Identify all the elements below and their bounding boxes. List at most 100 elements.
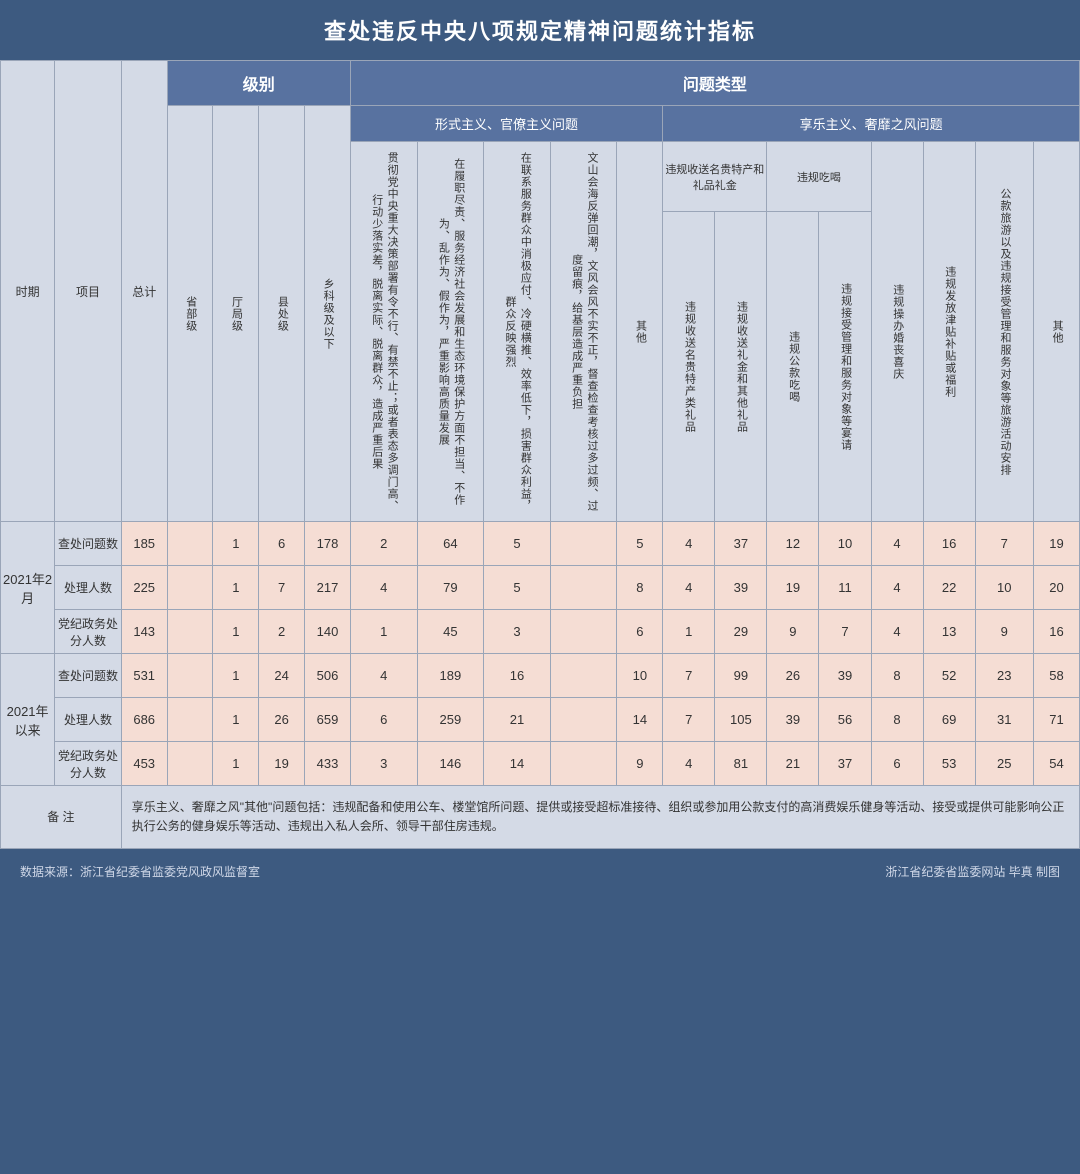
hdr-c5: 其他 [617,142,663,522]
data-cell: 259 [417,698,484,742]
data-cell: 81 [715,742,767,786]
data-cell [550,698,617,742]
data-cell: 11 [819,566,871,610]
hdr-c13: 其他 [1033,142,1079,522]
table-row: 处理人数225172174795843919114221020 [1,566,1080,610]
data-cell: 39 [819,654,871,698]
data-cell: 20 [1033,566,1079,610]
data-cell: 79 [417,566,484,610]
data-cell: 506 [305,654,351,698]
data-cell: 29 [715,610,767,654]
data-cell: 1 [213,610,259,654]
hdr-c1: 贯彻党中央重大决策部署有令不行、有禁不止；或者表态多调门高、行动少落实差，脱离实… [350,142,417,522]
hdr-item: 项目 [55,61,122,522]
data-cell: 16 [923,522,975,566]
data-cell: 4 [350,566,417,610]
footer-credit: 浙江省纪委省监委网站 毕真 制图 [885,863,1060,880]
data-cell: 7 [819,610,871,654]
data-cell: 189 [417,654,484,698]
hdr-lv-prov: 省部级 [167,106,213,522]
hdr-c11: 违规发放津贴补贴或福利 [923,142,975,522]
data-cell: 10 [617,654,663,698]
data-cell [167,742,213,786]
table-row: 2021年以来查处问题数5311245064189161079926398522… [1,654,1080,698]
hdr-gift-group: 违规收送名贵特产和礼品礼金 [663,142,767,212]
table-row: 党纪政务处分人数143121401453612997413916 [1,610,1080,654]
period-label: 2021年2月 [1,522,55,654]
data-cell: 6 [617,610,663,654]
row-name: 党纪政务处分人数 [55,742,122,786]
data-cell [167,654,213,698]
data-cell: 1 [213,566,259,610]
hdr-c6: 违规收送名贵特产类礼品 [663,212,715,522]
data-cell [550,522,617,566]
data-cell: 1 [213,522,259,566]
data-cell: 26 [767,654,819,698]
data-cell: 13 [923,610,975,654]
data-cell: 16 [1033,610,1079,654]
hdr-sub-formalism: 形式主义、官僚主义问题 [350,106,662,142]
data-cell: 8 [617,566,663,610]
data-cell: 10 [819,522,871,566]
data-cell: 9 [975,610,1033,654]
note-row: 备 注 享乐主义、奢靡之风"其他"问题包括：违规配备和使用公车、楼堂馆所问题、提… [1,786,1080,849]
data-cell: 19 [259,742,305,786]
data-cell: 39 [767,698,819,742]
table-row: 处理人数68612665962592114710539568693171 [1,698,1080,742]
data-cell: 4 [871,566,923,610]
data-cell: 453 [121,742,167,786]
data-cell: 56 [819,698,871,742]
data-cell: 686 [121,698,167,742]
data-cell: 21 [484,698,551,742]
data-cell: 10 [975,566,1033,610]
data-cell: 9 [767,610,819,654]
data-cell: 53 [923,742,975,786]
hdr-c4: 文山会海反弹回潮，文风会风不实不正，督查检查考核过多过频、过度留痕，给基层造成严… [550,142,617,522]
data-cell: 185 [121,522,167,566]
data-cell [167,566,213,610]
data-cell: 7 [663,654,715,698]
data-cell [550,566,617,610]
data-cell: 7 [259,566,305,610]
data-cell: 37 [715,522,767,566]
stats-table: 时期 项目 总计 级别 问题类型 省部级 厅局级 县处级 乡科级及以下 形式主义… [0,60,1080,849]
data-cell: 140 [305,610,351,654]
hdr-period: 时期 [1,61,55,522]
data-cell: 5 [617,522,663,566]
data-cell: 4 [663,742,715,786]
data-cell: 1 [213,742,259,786]
hdr-level-group: 级别 [167,61,350,106]
hdr-c12: 公款旅游以及违规接受管理和服务对象等旅游活动安排 [975,142,1033,522]
data-cell [167,610,213,654]
data-cell: 4 [871,522,923,566]
footer: 数据来源：浙江省纪委省监委党风政风监督室 浙江省纪委省监委网站 毕真 制图 [0,849,1080,894]
hdr-c2: 在履职尽责、服务经济社会发展和生态环境保护方面不担当、不作为、乱作为、假作为，严… [417,142,484,522]
period-label: 2021年以来 [1,654,55,786]
data-cell: 31 [975,698,1033,742]
data-cell: 143 [121,610,167,654]
data-cell: 7 [975,522,1033,566]
hdr-lv-bureau: 厅局级 [213,106,259,522]
hdr-c8: 违规公款吃喝 [767,212,819,522]
data-cell: 16 [484,654,551,698]
hdr-type-group: 问题类型 [350,61,1079,106]
header-row-1: 时期 项目 总计 级别 问题类型 [1,61,1080,106]
data-cell: 1 [663,610,715,654]
hdr-eat-group: 违规吃喝 [767,142,871,212]
data-cell: 21 [767,742,819,786]
data-cell: 659 [305,698,351,742]
hdr-c3: 在联系服务群众中消极应付、冷硬横推、效率低下，损害群众利益，群众反映强烈 [484,142,551,522]
row-name: 处理人数 [55,566,122,610]
data-cell: 433 [305,742,351,786]
data-cell: 178 [305,522,351,566]
data-cell: 99 [715,654,767,698]
page-title: 查处违反中央八项规定精神问题统计指标 [0,0,1080,60]
data-cell: 105 [715,698,767,742]
data-cell: 37 [819,742,871,786]
data-cell: 225 [121,566,167,610]
data-cell: 5 [484,522,551,566]
data-cell: 39 [715,566,767,610]
data-cell: 9 [617,742,663,786]
row-name: 查处问题数 [55,654,122,698]
data-cell: 146 [417,742,484,786]
